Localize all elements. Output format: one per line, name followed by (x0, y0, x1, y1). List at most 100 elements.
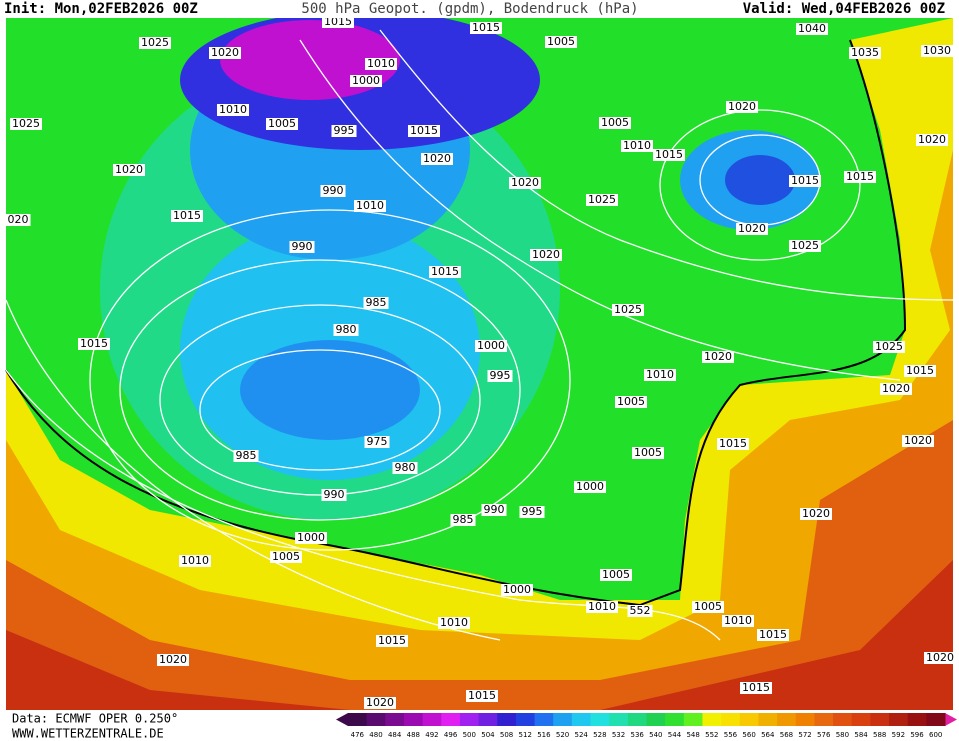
colorbar-cell (777, 713, 797, 726)
isobar-label-box (295, 532, 327, 544)
isobar-label: 1010 (181, 554, 209, 567)
isobar-label-box (450, 514, 476, 526)
isobar-label-box (757, 629, 789, 641)
isobar-label: 990 (292, 240, 313, 253)
isobar-label-box (322, 16, 354, 28)
isobar-label: 1015 (410, 124, 438, 137)
isobar-label: 1025 (614, 303, 642, 316)
isobar-label-box (376, 635, 408, 647)
isobar-label: 1020 (532, 248, 560, 261)
isobar-label: 985 (236, 449, 257, 462)
isobar-label-box (600, 569, 632, 581)
isobar-label-box (421, 153, 453, 165)
isobar-label: 1025 (875, 340, 903, 353)
colorbar-label: 596 (910, 731, 924, 739)
isobar-label: 990 (323, 184, 344, 197)
colorbar-label: 516 (537, 731, 551, 739)
isobar-label-box (644, 369, 676, 381)
colorbar-label: 528 (593, 731, 606, 739)
colorbar-cell (590, 713, 610, 726)
isobar-label-box (289, 241, 315, 253)
field-yellow (6, 18, 953, 710)
isobar-label-box (726, 101, 758, 113)
isobar-label-box (501, 584, 533, 596)
colorbar-label: 548 (686, 731, 699, 739)
data-source: Data: ECMWF OPER 0.250° (12, 712, 178, 726)
colorbar-label: 572 (798, 731, 811, 739)
isobar-label: 1020 (738, 222, 766, 235)
colorbar-cell (441, 713, 461, 726)
isobar-label: 1015 (906, 364, 934, 377)
isobar-label: 552 (630, 604, 651, 617)
isobar-label: 1020 (728, 100, 756, 113)
isobar-label: 1000 (352, 74, 380, 87)
colorbar-cell (851, 713, 871, 726)
colorbar-label: 564 (761, 731, 775, 739)
isobar-label: 1020 (704, 350, 732, 363)
colorbar-label: 600 (929, 731, 942, 739)
field-red (6, 560, 953, 710)
colorbar-cell (515, 713, 536, 726)
field-blue (240, 340, 420, 440)
isobar-label: 1020 (904, 434, 932, 447)
isobar-label-box (736, 223, 768, 235)
isobar-label-box (612, 304, 644, 316)
colorbar-label: 540 (649, 731, 662, 739)
isobar-label: 1015 (468, 689, 496, 702)
isobar-label: 1040 (798, 22, 826, 35)
isobar-label-box (270, 551, 302, 563)
isobar-label-box (844, 171, 876, 183)
isobar-label-box (363, 297, 389, 309)
header-bar (0, 0, 959, 18)
isobar-label-box (574, 481, 606, 493)
isobar-label-box (475, 340, 507, 352)
site-name: WWW.WETTERZENTRALE.DE (12, 727, 164, 741)
isobar-label-box (233, 450, 259, 462)
colorbar-label: 536 (630, 731, 644, 739)
isobar-label-box (530, 249, 562, 261)
isobars (5, 29, 954, 641)
isobar-label-box (364, 697, 396, 709)
isobar-label: 1020 (882, 382, 910, 395)
isobar-label: 995 (334, 124, 355, 137)
isobar-label-box (789, 240, 821, 252)
colorbar-cell (926, 713, 946, 726)
colorbar-arrow-left (336, 713, 348, 726)
colorbar-cell (833, 713, 853, 726)
isobar-label: 1025 (12, 117, 40, 130)
colorbar-label: 508 (500, 731, 513, 739)
isobar-label-box (266, 118, 298, 130)
isobar-label: 1015 (719, 437, 747, 450)
isobar-label: 1015 (324, 15, 352, 28)
colorbar-cell (721, 713, 741, 726)
isobar-label-box (796, 23, 828, 35)
isobar-label: 1015 (742, 681, 770, 694)
isobar-label-box (621, 140, 653, 152)
colorbar-label: 568 (780, 731, 793, 739)
colorbar-cell (907, 713, 927, 726)
colorbar-cell (889, 713, 909, 726)
isobar-label: 1020 (211, 46, 239, 59)
isobar-label-box (545, 36, 577, 48)
isobar-label-box (800, 508, 832, 520)
colorbar-cell (497, 713, 517, 726)
colorbar-arrow-right (945, 713, 957, 726)
isobar-label: 985 (453, 513, 474, 526)
isobar-label: 1020 (918, 133, 946, 146)
isobar-label-box (487, 370, 513, 382)
isobar-label-box (849, 47, 881, 59)
isobar-label-box (157, 654, 189, 666)
isobar-label: 990 (324, 488, 345, 501)
colorbar-label: 556 (724, 731, 738, 739)
isobar-label-box (365, 58, 397, 70)
isobar-label: 1000 (297, 531, 325, 544)
isobar-label: 1010 (588, 600, 616, 613)
isobar-label-box (692, 601, 724, 613)
isobar-label-box (78, 338, 110, 350)
isobar-label: 1015 (472, 21, 500, 34)
isobar-label-box (171, 210, 203, 222)
isobar-label: 985 (366, 296, 387, 309)
isobar-label-box (408, 125, 440, 137)
isobar-label-box (466, 690, 498, 702)
